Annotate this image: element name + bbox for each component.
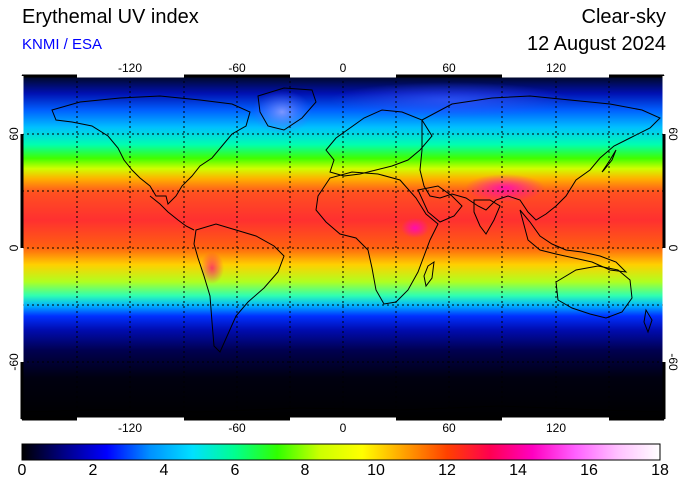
lon-tick-top-1: -120: [118, 61, 142, 75]
colorbar-label-0: 0: [17, 462, 27, 479]
lon-tick-bottom-1: -120: [118, 421, 142, 435]
uv-colorbar: [21, 443, 661, 461]
south-america-outline: [193, 223, 285, 353]
uv-hotspots: [200, 82, 570, 284]
map-frame: [20, 74, 666, 421]
lat-tick-left-1: 60: [7, 127, 21, 141]
lon-ticks-top: -120 -60 0 60 120: [118, 61, 566, 75]
lon-tick-top-2: -60: [228, 61, 246, 75]
greenland-outline: [257, 87, 317, 131]
andes-hotspot: [200, 252, 224, 284]
colorbar-label-10: 10: [367, 462, 385, 479]
lon-tick-bottom-4: 60: [442, 421, 456, 435]
greenland-highlight: [252, 90, 312, 134]
africa-outline: [315, 171, 439, 305]
arctic-highlight: [330, 82, 570, 118]
colorbar-label-8: 8: [300, 462, 310, 479]
tibetan-plateau-hotspot: [465, 174, 545, 202]
lat-tick-right-1: 60: [666, 127, 680, 141]
lat-ticks-right: 60 0 -60: [666, 127, 680, 371]
asia-outline: [419, 95, 661, 221]
sky-type-label: Clear-sky: [581, 6, 666, 28]
credit-label: KNMI / ESA: [22, 36, 103, 53]
new-zealand-outline: [643, 308, 653, 334]
lon-tick-bottom-5: 120: [546, 421, 566, 435]
madagascar-outline: [423, 260, 435, 288]
north-america-outline: [51, 95, 251, 205]
colorbar-label-18: 18: [651, 462, 669, 479]
lat-tick-right-3: -60: [666, 353, 680, 371]
map-title: Erythemal UV index: [22, 6, 199, 28]
japan-outline: [601, 149, 617, 173]
central-america-outline: [149, 195, 195, 231]
colorbar-label-4: 4: [159, 462, 169, 479]
southeast-asia-outline: [519, 209, 628, 273]
lat-tick-left-3: -60: [7, 353, 21, 371]
lon-tick-top-4: 60: [442, 61, 456, 75]
colorbar-label-12: 12: [438, 462, 456, 479]
lat-tick-right-2: 0: [666, 245, 680, 252]
colorbar-label-2: 2: [88, 462, 98, 479]
antarctica-outline: [22, 405, 664, 413]
lon-ticks-bottom: -120 -60 0 60 120: [118, 421, 566, 435]
lon-tick-bottom-3: 0: [340, 421, 347, 435]
arabia-outline: [417, 185, 463, 223]
lon-tick-top-5: 120: [546, 61, 566, 75]
east-africa-hotspot: [401, 218, 429, 238]
india-outline: [473, 199, 501, 235]
colorbar-label-6: 6: [230, 462, 240, 479]
lon-tick-top-3: 0: [340, 61, 347, 75]
lon-tick-bottom-2: -60: [228, 421, 246, 435]
graticule: [22, 76, 664, 419]
lat-tick-left-2: 0: [7, 244, 21, 251]
date-label: 12 August 2024: [526, 33, 666, 55]
colorbar-label-14: 14: [509, 462, 527, 479]
lat-ticks-left: 60 0 -60: [7, 127, 21, 371]
colorbar-label-16: 16: [580, 462, 598, 479]
